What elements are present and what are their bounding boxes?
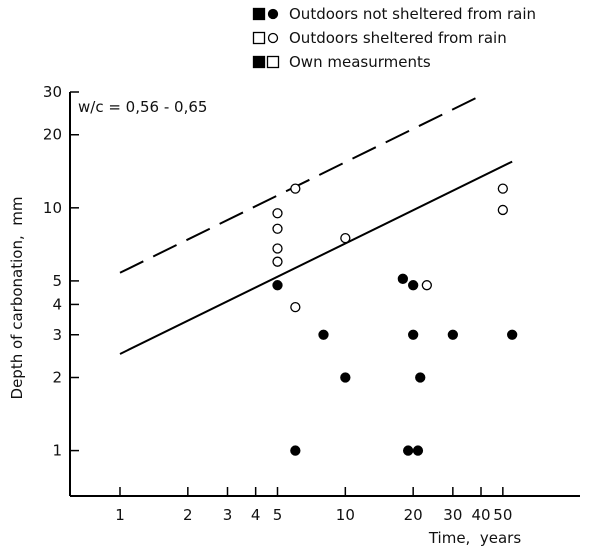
point-not-sheltered xyxy=(415,372,426,383)
x-tick-label: 1 xyxy=(115,506,125,524)
point-sheltered xyxy=(290,301,301,313)
y-tick-label: 1 xyxy=(52,442,62,460)
point-sheltered xyxy=(340,233,351,244)
point-sheltered xyxy=(272,223,283,234)
x-tick-label: 3 xyxy=(223,506,233,524)
solid-trend-line xyxy=(119,160,513,355)
point-not-sheltered xyxy=(412,445,424,456)
legend-open-square xyxy=(252,31,266,45)
point-not-sheltered xyxy=(507,329,518,340)
y-ticks: 1 2 3 4 5 10 20 30 xyxy=(43,83,79,460)
legend-open-circle xyxy=(267,32,279,44)
legend-label: Outdoors not sheltered from rain xyxy=(289,5,536,23)
dashed-trend-line xyxy=(119,94,482,274)
legend-filled-square xyxy=(252,55,266,69)
legend-open-square xyxy=(266,55,280,69)
point-not-sheltered xyxy=(408,329,419,340)
x-axis-title: Time, years xyxy=(428,529,521,547)
point-not-sheltered xyxy=(397,273,409,284)
point-not-sheltered xyxy=(447,329,458,340)
point-not-sheltered xyxy=(340,372,351,383)
x-ticks: 1 2 3 4 5 10 20 30 40 50 xyxy=(115,487,512,524)
trend-lines xyxy=(119,94,513,355)
point-sheltered xyxy=(497,183,508,194)
point-sheltered xyxy=(497,204,508,216)
point-not-sheltered xyxy=(290,445,301,456)
point-not-sheltered xyxy=(272,280,283,291)
y-tick-label: 5 xyxy=(52,272,62,290)
x-tick-label: 2 xyxy=(183,506,193,524)
y-tick-label: 10 xyxy=(43,199,62,217)
legend-label: Own measurments xyxy=(289,53,431,71)
point-sheltered xyxy=(421,280,432,291)
point-not-sheltered xyxy=(318,329,329,340)
x-tick-label: 5 xyxy=(273,506,283,524)
y-tick-label: 20 xyxy=(43,126,62,144)
x-tick-label: 4 xyxy=(251,506,261,524)
x-tick-label: 30 xyxy=(443,506,462,524)
point-sheltered xyxy=(272,256,283,267)
legend-label: Outdoors sheltered from rain xyxy=(289,29,507,47)
data-points xyxy=(272,183,518,456)
point-sheltered xyxy=(272,243,283,254)
point-sheltered xyxy=(272,208,283,219)
y-tick-label: 30 xyxy=(43,83,62,101)
annotation-wc: w/c = 0,56 - 0,65 xyxy=(78,98,207,116)
point-not-sheltered xyxy=(402,445,414,456)
x-tick-label: 10 xyxy=(336,506,355,524)
point-not-sheltered xyxy=(408,280,419,291)
y-tick-label: 2 xyxy=(52,369,62,387)
y-axis-title: Depth of carbonation, mm xyxy=(8,197,26,400)
x-tick-label: 40 xyxy=(471,506,490,524)
legend-filled-square xyxy=(252,7,266,21)
legend-filled-circle xyxy=(267,8,279,20)
y-tick-label: 3 xyxy=(52,326,62,344)
x-tick-label: 50 xyxy=(493,506,512,524)
legend: Outdoors not sheltered from rain Outdoors… xyxy=(252,5,536,71)
y-tick-label: 4 xyxy=(52,295,62,313)
x-tick-label: 20 xyxy=(404,506,423,524)
point-sheltered xyxy=(290,183,301,194)
